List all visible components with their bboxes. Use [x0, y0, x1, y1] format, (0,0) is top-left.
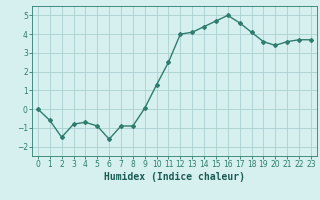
X-axis label: Humidex (Indice chaleur): Humidex (Indice chaleur): [104, 172, 245, 182]
